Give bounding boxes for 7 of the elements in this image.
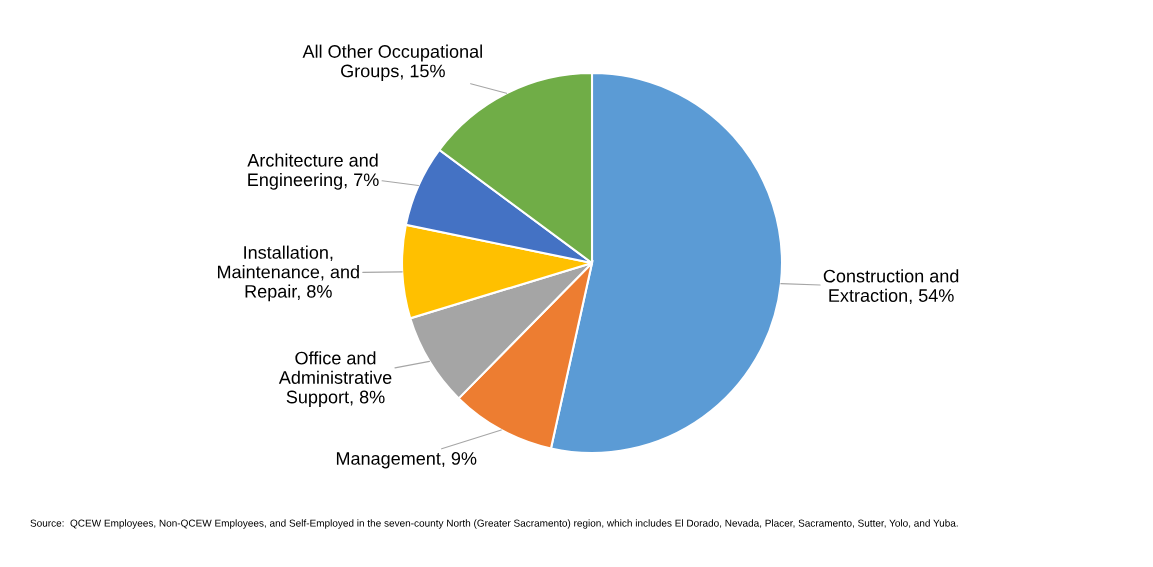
source-note: Source: QCEW Employees, Non-QCEW Employees, and Self-Employed in the seven-county North (Greater Sacramento) region, which includes El Dorado, Nevada, Placer, Sacramento, Sutter, Yolo, and Yuba. bbox=[30, 519, 958, 529]
slice-label: Architecture and Engineering, 7% bbox=[247, 153, 379, 190]
slice-label: Construction and Extraction, 54% bbox=[823, 269, 959, 305]
slice-label: All Other Occupational Groups, 15% bbox=[302, 44, 482, 81]
slice-label: Office and Administrative Support, 8% bbox=[278, 351, 392, 407]
slice-label: Management, 9% bbox=[336, 452, 477, 469]
slice-label: Installation, Maintenance, and Repair, 8% bbox=[217, 245, 359, 302]
